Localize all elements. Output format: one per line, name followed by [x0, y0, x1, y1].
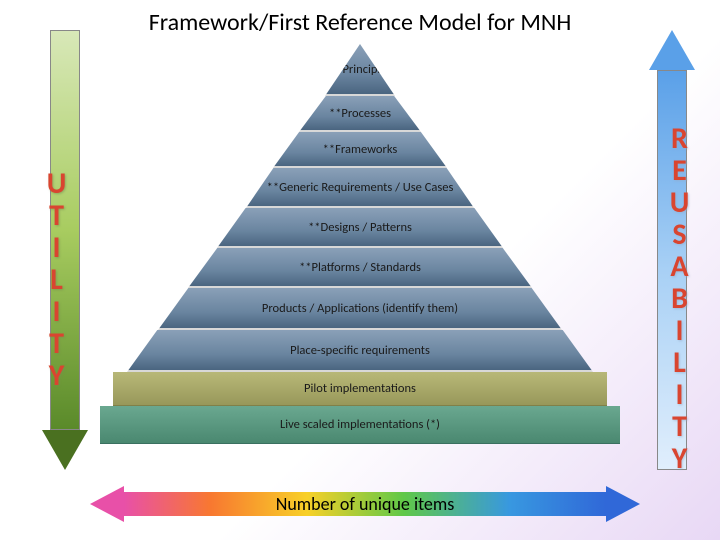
pyramid-layer-8: Pilot implementations: [113, 372, 607, 406]
pyramid-diagram: **Principles **Processes **Frameworks **Gen…: [100, 44, 620, 474]
pyramid-layer-label: **Principles: [330, 62, 390, 77]
pyramid-layer-label: **Frameworks: [323, 142, 398, 157]
arrow-left-head-icon: [90, 486, 124, 522]
pyramid-layer-9: Live scaled implementations (*): [100, 406, 620, 444]
pyramid-layer-label: **Platforms / Standards: [299, 260, 421, 275]
page-title: Framework/First Reference Model for MNH: [0, 0, 720, 37]
pyramid-layer-4: **Designs / Patterns: [217, 208, 503, 248]
pyramid-layer-3: **Generic Requirements / Use Cases: [246, 168, 474, 208]
pyramid-layer-7: Place-specific requirements: [127, 330, 593, 372]
pyramid-layer-label: Products / Applications (identify them): [262, 301, 458, 316]
pyramid-layer-label: Place-specific requirements: [290, 343, 430, 358]
utility-arrow-head-icon: [42, 430, 88, 470]
pyramid-layer-label: Live scaled implementations (*): [280, 417, 440, 432]
unique-items-arrow: Number of unique items: [90, 486, 640, 522]
pyramid-layer-label: **Processes: [329, 106, 391, 121]
pyramid-layer-label: **Designs / Patterns: [308, 220, 412, 235]
pyramid-layer-1: **Processes: [299, 96, 421, 132]
pyramid-layer-label: **Generic Requirements / Use Cases: [267, 180, 454, 195]
pyramid-layer-0: **Principles: [325, 44, 395, 96]
pyramid-layer-5: **Platforms / Standards: [188, 248, 532, 288]
pyramid-layer-2: **Frameworks: [273, 132, 447, 168]
pyramid-layer-6: Products / Applications (identify them): [158, 288, 562, 330]
arrow-right-head-icon: [606, 486, 640, 522]
pyramid-layer-label: Pilot implementations: [304, 381, 416, 396]
utility-label: UTILITY: [38, 165, 75, 389]
unique-items-label: Number of unique items: [124, 492, 606, 516]
reusability-label: REUSABILITY: [661, 120, 698, 472]
reusability-arrow-head-icon: [649, 30, 695, 70]
